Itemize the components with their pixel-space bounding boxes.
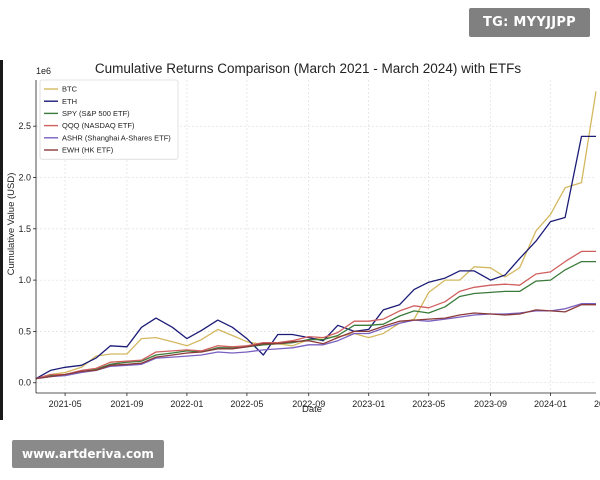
y-tick-label: 2.5 [18,121,31,131]
x-tick-label: 2023-05 [412,399,445,409]
site-watermark: www.artderiva.com [12,440,164,468]
x-tick-label: 2022-01 [170,399,203,409]
y-tick-label: 2.0 [18,172,31,182]
y-scale-label: 1e6 [36,66,51,76]
y-tick-label: 0.5 [18,326,31,336]
x-tick-label: 2022-05 [230,399,263,409]
axes: 2021-05 2021-09 2022-01 2022-05 2022-09 2023-… [18,80,600,409]
x-tick-label: 2021-05 [49,399,82,409]
x-tick-label: 2024-01 [534,399,567,409]
legend-label: ETH [62,97,77,106]
series-line-qqq [35,250,596,380]
legend-label: BTC [62,85,78,94]
y-tick-label: 1.0 [18,275,31,285]
x-tick-label: 2023-01 [352,399,385,409]
x-tick-label: 2022-09 [292,399,325,409]
series-line-spy [35,260,596,380]
left-border-bar [0,60,3,420]
series-line-ashr [35,303,596,380]
x-tick-label: 2023-09 [474,399,507,409]
chart-container: 2021-05 2021-09 2022-01 2022-05 2022-09 2023-… [0,58,600,423]
chart-title: Cumulative Returns Comparison (March 202… [95,61,521,76]
legend-label: ASHR (Shanghai A-Shares ETF) [62,133,171,142]
y-axis-label: Cumulative Value (USD) [6,173,17,276]
x-tick-label: 2024-05 [594,399,600,409]
legend-box [39,79,179,160]
y-tick-label: 1.5 [18,224,31,234]
legend-label: SPY (S&P 500 ETF) [62,109,130,118]
series-lines [35,91,597,380]
legend: BTC ETH SPY (S&P 500 ETF) QQQ (NASDAQ ETF) A… [39,79,179,160]
series-line-ewh [35,304,596,380]
x-axis-label: Date [302,404,322,415]
line-chart: 2021-05 2021-09 2022-01 2022-05 2022-09 2023-… [6,61,600,415]
legend-label: EWH (HK ETF) [62,146,114,155]
x-tick-label: 2021-09 [110,399,143,409]
y-tick-label: 0.0 [18,378,31,388]
legend-label: QQQ (NASDAQ ETF) [62,121,135,130]
telegram-watermark: TG: MYYJJPP [468,8,590,37]
